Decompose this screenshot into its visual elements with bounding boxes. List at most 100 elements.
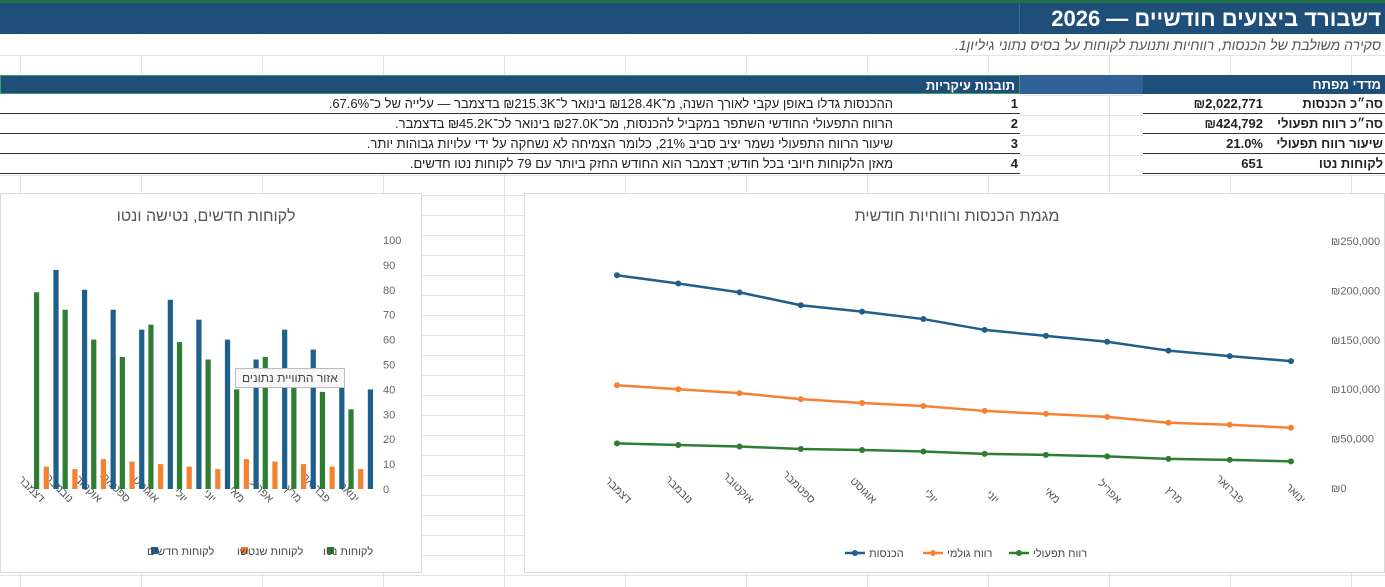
bar-new [53, 269, 59, 489]
data-point [675, 442, 682, 449]
bar-churned [300, 464, 307, 489]
customers-chart-svg: לקוחות חדשים, נטישה ונטו 0 10 20 30 40 50 60 70 8… [15, 207, 401, 558]
bar-net [348, 409, 354, 489]
data-point [1288, 358, 1294, 365]
bar-new [110, 309, 116, 489]
bar-churned [358, 469, 364, 489]
kpi-row-net-customers[interactable]: לקוחות נטו 651 [1143, 154, 1385, 174]
bar-churned [43, 466, 49, 489]
insight-row[interactable]: 4 מאזן הלקוחות חיובי בכל חודש; דצמבר הוא… [0, 154, 1020, 174]
bar-new [253, 359, 259, 489]
bar-net [91, 339, 97, 489]
y-tick-label: 60 [383, 335, 395, 347]
insight-row[interactable]: 2 הרווח התפעולי החודשי השתפר במקביל להכנ… [0, 114, 1020, 134]
kpi-value: ₪2,022,771 [1193, 96, 1263, 111]
legend-label: לקוחות חדשים [147, 545, 214, 558]
bar-net [234, 389, 240, 489]
legend-marker [930, 550, 936, 556]
x-tick-label: אוגוסט [130, 474, 161, 505]
kpi-row-operating-profit[interactable]: סה״כ רווח תפעולי ₪424,792 [1143, 114, 1385, 134]
bar-new [367, 389, 374, 489]
legend-swatch [327, 547, 334, 554]
data-point [1042, 332, 1049, 339]
data-point [920, 402, 927, 409]
window-accent-bar [0, 0, 1385, 3]
data-point [675, 280, 682, 287]
y-tick-label: 80 [383, 285, 395, 297]
insights-header[interactable]: תובנות עיקריות [0, 75, 1020, 94]
header-spacer-cell[interactable] [1020, 75, 1143, 94]
x-tick-label: ספטמבר [780, 469, 817, 506]
data-point [1104, 413, 1111, 420]
legend-label: לקוחות שנטשו [237, 545, 303, 558]
customers-chart[interactable]: לקוחות חדשים, נטישה ונטו 0 10 20 30 40 50 60 70 8… [0, 193, 422, 573]
bar-churned [158, 464, 164, 489]
bar-churned [129, 461, 135, 489]
data-point [859, 446, 866, 453]
x-tick-label: ינואר [1283, 482, 1308, 507]
insight-row[interactable]: 1 ההכנסות גדלו באופן עקבי לאורך השנה, מ־… [0, 94, 1020, 114]
bar-churned [272, 461, 278, 489]
data-point [797, 445, 804, 452]
bar-net [34, 292, 40, 489]
bar-new [339, 369, 345, 489]
bar-new [139, 329, 145, 489]
bar-new [282, 329, 288, 489]
legend-label: לקוחות נטו [323, 545, 373, 558]
series-line [616, 442, 1292, 463]
data-point [614, 440, 620, 447]
data-point [1165, 347, 1172, 354]
data-point [920, 316, 927, 323]
series-line [616, 384, 1292, 429]
page-title[interactable]: דשבורד ביצועים חודשיים — 2026 [0, 3, 1385, 34]
data-point [859, 308, 866, 315]
bar-new [167, 299, 173, 489]
data-point [1226, 353, 1233, 360]
data-point [1226, 421, 1233, 428]
bar-net [319, 391, 326, 489]
bar-new [310, 349, 316, 489]
insight-number: 2 [1010, 116, 1018, 131]
y-tick-label: ₪0 [1331, 483, 1346, 495]
bar-churned [186, 466, 192, 489]
data-point [614, 272, 620, 279]
y-tick-label: ₪50,000 [1331, 434, 1374, 446]
insight-row[interactable]: 3 שיעור הרווח התפעולי נשמר יציב סביב 21%… [0, 134, 1020, 154]
insight-text: מאזן הלקוחות חיובי בכל חודש; דצמבר הוא ה… [409, 156, 893, 171]
data-point [1104, 453, 1111, 460]
legend-marker [1016, 550, 1022, 556]
plot-area-tooltip: אזור התוויית נתונים [235, 368, 345, 388]
kpi-value: 21.0% [1226, 136, 1263, 151]
bar-churned [329, 466, 335, 489]
data-point [920, 448, 927, 455]
insight-number: 3 [1010, 136, 1018, 151]
insight-number: 1 [1010, 96, 1018, 111]
kpi-row-margin[interactable]: שיעור רווח תפעולי 21.0% [1143, 134, 1385, 154]
y-tick-label: 0 [383, 484, 389, 496]
legend-label: רווח גולמי [947, 547, 992, 560]
insight-text: שיעור הרווח התפעולי נשמר יציב סביב 21%, … [366, 136, 893, 151]
kpi-row-revenue[interactable]: סה״כ הכנסות ₪2,022,771 [1143, 94, 1385, 114]
legend-marker [852, 550, 858, 556]
revenue-chart-svg: מגמת הכנסות ורווחיות חודשית ₪0 ₪50,000 ₪100… [602, 208, 1380, 560]
x-tick-label: אפריל [1095, 477, 1124, 506]
x-tick-label: פברואר [1213, 473, 1246, 506]
page-subtitle[interactable]: סקירה משולבת של הכנסות, רווחיות ותנועת ל… [0, 35, 1385, 55]
revenue-chart[interactable]: מגמת הכנסות ורווחיות חודשית ₪0 ₪50,000 ₪100… [524, 193, 1385, 573]
bar-new [196, 319, 202, 489]
x-tick-label: יוני [983, 489, 1001, 507]
data-point [981, 407, 988, 414]
x-tick-label: יולי [921, 487, 940, 506]
x-tick-label: אוגוסט [848, 475, 879, 506]
insight-number: 4 [1010, 156, 1018, 171]
data-point [1165, 455, 1172, 462]
y-tick-label: 20 [383, 434, 395, 446]
bar-new [224, 339, 231, 489]
series-line [616, 274, 1292, 363]
chart-title: מגמת הכנסות ורווחיות חודשית [855, 208, 1060, 225]
kpi-header[interactable]: מדדי מפתח [1143, 75, 1385, 94]
chart-title: לקוחות חדשים, נטישה ונטו [117, 207, 296, 225]
x-tick-label: דצמבר [15, 474, 46, 505]
data-point [981, 450, 988, 457]
legend-swatch [241, 547, 248, 554]
